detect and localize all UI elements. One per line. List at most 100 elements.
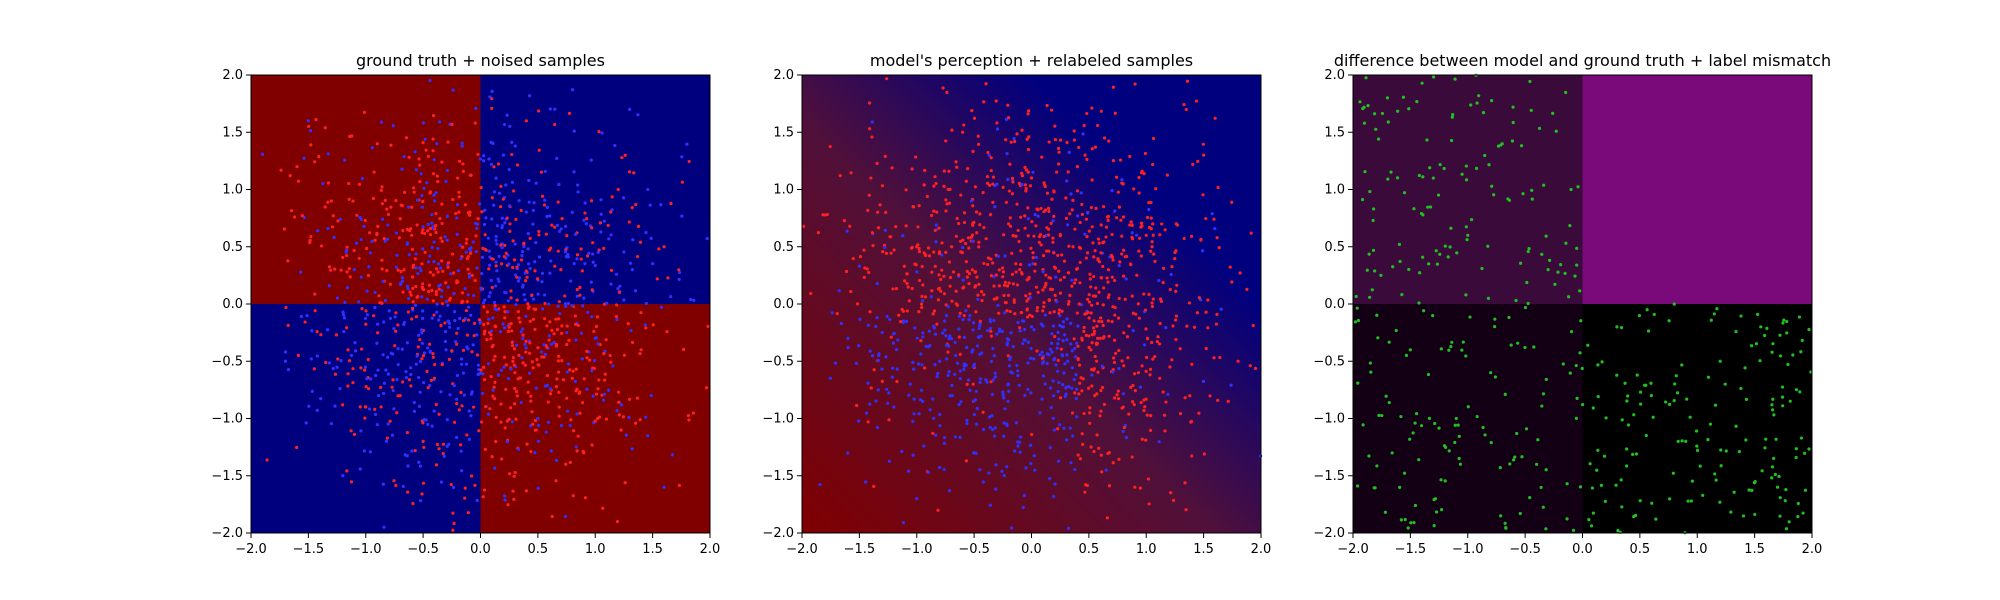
scatter-point (1083, 312, 1087, 316)
scatter-point (336, 219, 340, 223)
scatter-point (565, 330, 569, 335)
scatter-point (380, 217, 385, 221)
scatter-point (508, 229, 512, 233)
scatter-point (401, 228, 405, 233)
scatter-point (1443, 479, 1447, 483)
scatter-point (1137, 316, 1141, 320)
scatter-point (1106, 268, 1111, 272)
scatter-point (1027, 263, 1032, 267)
scatter-point (842, 218, 847, 223)
scatter-point (1453, 77, 1457, 81)
scatter-point (970, 268, 974, 272)
scatter-point (421, 228, 425, 232)
scatter-point (458, 316, 462, 321)
scatter-point (386, 372, 390, 376)
scatter-point (1228, 265, 1232, 269)
scatter-point (1175, 283, 1179, 287)
background-region (1353, 75, 1583, 304)
scatter-point (1112, 338, 1117, 342)
scatter-point (1070, 208, 1074, 212)
scatter-point (1102, 402, 1107, 407)
scatter-point (421, 316, 425, 320)
scatter-point (515, 163, 520, 167)
scatter-point (971, 348, 975, 352)
scatter-point (933, 363, 937, 367)
scatter-point (1114, 216, 1119, 220)
scatter-point (982, 225, 986, 230)
scatter-point (1077, 392, 1081, 396)
scatter-point (413, 257, 417, 261)
scatter-point (1087, 316, 1091, 320)
scatter-point (434, 292, 438, 297)
scatter-point (1082, 123, 1086, 128)
scatter-point (1089, 348, 1093, 352)
scatter-point (461, 319, 466, 323)
scatter-point (1002, 434, 1006, 438)
scatter-point (502, 254, 506, 259)
scatter-point (934, 240, 938, 244)
scatter-point (1197, 296, 1201, 300)
scatter-point (1107, 293, 1111, 297)
scatter-point (1387, 400, 1391, 405)
scatter-point (469, 392, 474, 396)
scatter-point (622, 353, 627, 357)
scatter-point (506, 377, 511, 381)
scatter-point (1515, 431, 1519, 436)
scatter-point (533, 418, 538, 423)
scatter-point (1051, 219, 1055, 223)
scatter-point (439, 480, 444, 484)
scatter-point (1151, 357, 1155, 361)
scatter-point (386, 422, 390, 426)
scatter-point (323, 205, 327, 209)
scatter-point (528, 351, 532, 355)
scatter-point (643, 323, 647, 327)
scatter-point (1540, 252, 1544, 256)
scatter-point (307, 404, 311, 408)
scatter-point (1044, 281, 1048, 285)
scatter-point (283, 350, 288, 354)
scatter-point (1081, 132, 1085, 136)
scatter-point (534, 241, 538, 245)
scatter-point (1695, 444, 1699, 448)
scatter-point (1625, 399, 1629, 403)
scatter-point (326, 200, 330, 204)
scatter-point (591, 241, 595, 245)
scatter-point (1422, 309, 1426, 313)
scatter-point (492, 165, 496, 169)
scatter-point (492, 300, 497, 305)
scatter-point (953, 435, 957, 439)
scatter-point (1519, 144, 1524, 148)
scatter-point (1603, 499, 1607, 503)
scatter-point (869, 386, 873, 390)
scatter-point (321, 181, 325, 186)
scatter-point (1164, 400, 1168, 404)
scatter-point (997, 284, 1001, 288)
scatter-point (1018, 326, 1022, 330)
scatter-point (568, 460, 572, 464)
scatter-point (943, 328, 947, 332)
scatter-point (1753, 480, 1757, 484)
scatter-point (1028, 184, 1032, 188)
scatter-point (283, 359, 288, 363)
scatter-point (546, 400, 550, 404)
scatter-point (1112, 360, 1117, 365)
scatter-point (1744, 438, 1748, 442)
scatter-point (352, 248, 356, 253)
scatter-point (513, 242, 517, 246)
scatter-point (1029, 356, 1033, 360)
scatter-point (427, 290, 431, 294)
scatter-point (1051, 416, 1055, 420)
scatter-point (906, 285, 910, 289)
scatter-point (1406, 526, 1410, 530)
scatter-point (367, 231, 372, 235)
scatter-point (1443, 244, 1447, 248)
scatter-point (441, 442, 446, 446)
scatter-point (372, 314, 376, 318)
scatter-point (530, 293, 534, 297)
scatter-point (1529, 108, 1533, 112)
scatter-point (420, 295, 424, 299)
scatter-point (1022, 338, 1026, 342)
scatter-point (412, 190, 416, 194)
x-tick-label: 1.5 (1193, 542, 1214, 557)
scatter-point (1027, 109, 1031, 113)
